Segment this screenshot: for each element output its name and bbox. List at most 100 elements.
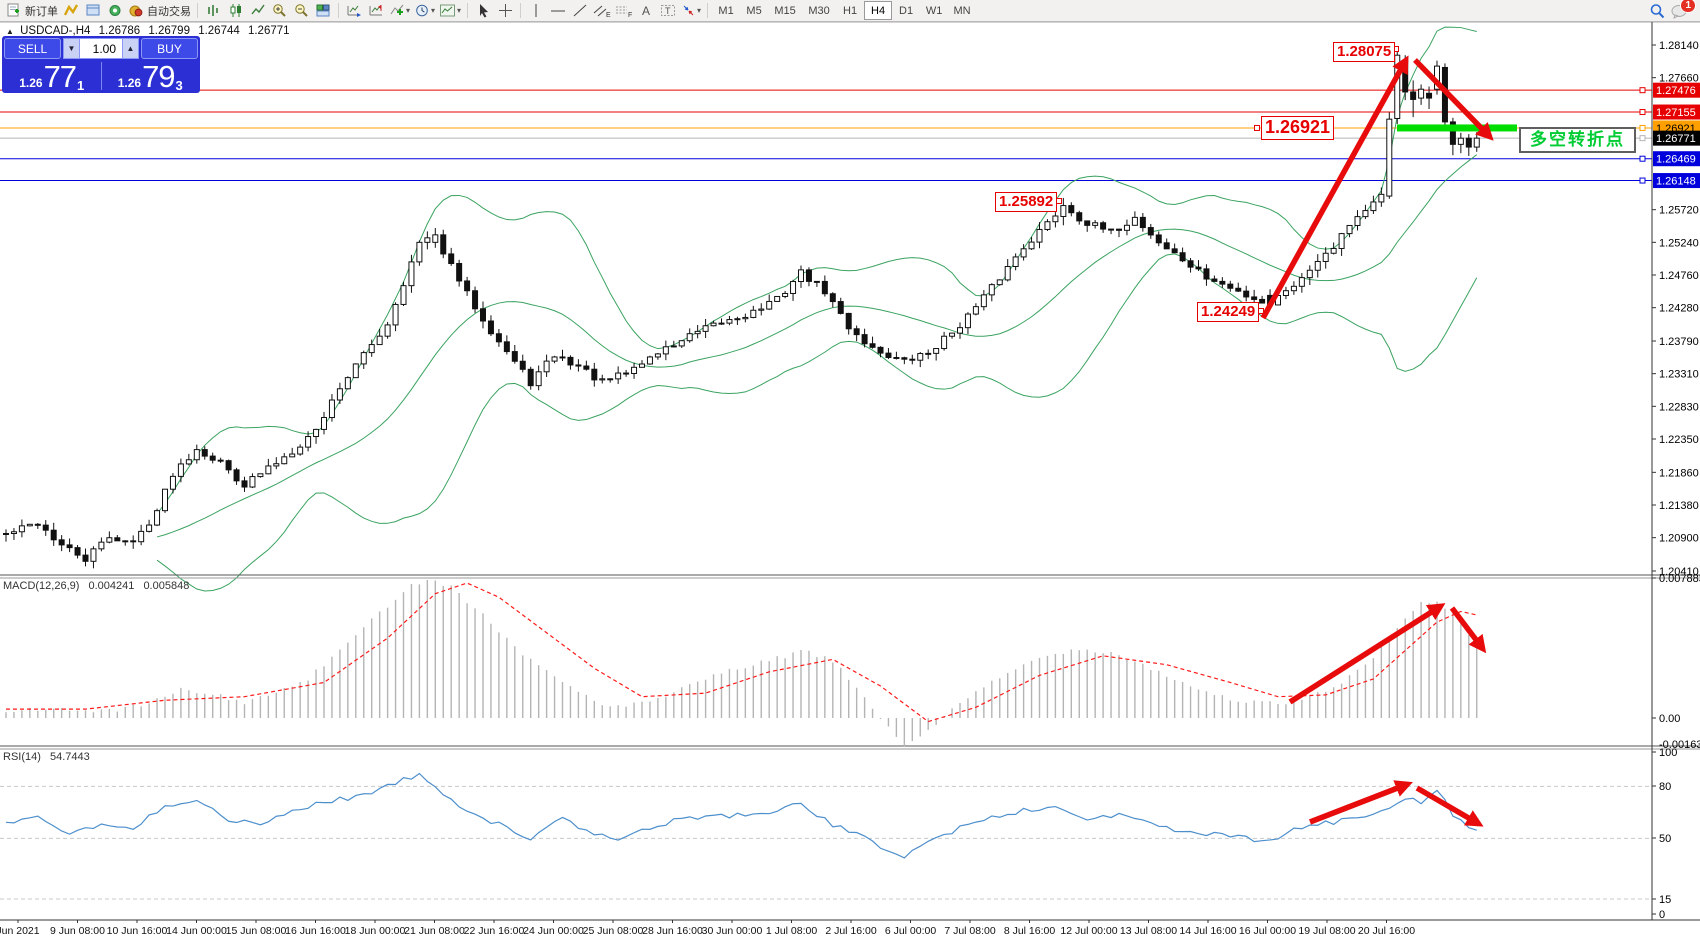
search-button[interactable] bbox=[1646, 2, 1668, 20]
templates-dropdown-caret[interactable]: ▾ bbox=[457, 6, 462, 15]
buy-button[interactable]: BUY bbox=[141, 38, 198, 59]
ohlc-open: 1.26786 bbox=[98, 25, 141, 37]
zoom-out-button[interactable] bbox=[290, 2, 312, 20]
autotrading-button[interactable]: 自动交易 bbox=[126, 2, 193, 20]
equidistant-channel-tool[interactable]: E bbox=[591, 2, 613, 20]
sell-price[interactable]: 1.26 77 1 bbox=[4, 60, 100, 92]
svg-text:80: 80 bbox=[1659, 781, 1671, 793]
macd-main-value: 0.004241 bbox=[88, 580, 135, 592]
trendline-icon bbox=[573, 4, 587, 17]
macd-signal-line bbox=[6, 582, 1477, 723]
svg-text:19 Jul 08:00: 19 Jul 08:00 bbox=[1298, 925, 1355, 937]
crosshair-icon bbox=[498, 4, 512, 17]
pane-separators bbox=[0, 21, 1700, 921]
periods-button[interactable]: ▾ bbox=[412, 2, 437, 20]
chart-shift-button[interactable] bbox=[365, 2, 387, 20]
horizontal-line-icon bbox=[551, 10, 566, 12]
text-label-icon: T bbox=[661, 5, 676, 16]
timeframe-m1[interactable]: M1 bbox=[718, 4, 734, 17]
volume-increase-button[interactable]: ▲ bbox=[122, 38, 139, 59]
svg-text:T: T bbox=[665, 6, 671, 16]
svg-text:1.22350: 1.22350 bbox=[1659, 434, 1699, 446]
peak-price-callout[interactable]: 1.28075 bbox=[1333, 42, 1396, 62]
vertical-line-tool[interactable] bbox=[525, 2, 547, 20]
rsi-value: 54.7443 bbox=[49, 751, 90, 763]
timeframe-w1[interactable]: W1 bbox=[925, 4, 943, 17]
swing-low-callout[interactable]: 1.24249 bbox=[1197, 302, 1260, 322]
signals-icon bbox=[109, 5, 121, 16]
svg-text:14 Jun 00:00: 14 Jun 00:00 bbox=[166, 925, 227, 937]
svg-text:A: A bbox=[642, 4, 650, 18]
text-label-tool[interactable]: T bbox=[657, 2, 679, 20]
level-price-callout[interactable]: 1.26921 bbox=[1261, 116, 1335, 140]
sell-button[interactable]: SELL bbox=[4, 38, 61, 59]
indicators-button[interactable]: ▾ bbox=[387, 2, 412, 20]
tile-windows-button[interactable] bbox=[312, 2, 334, 20]
volume-decrease-button[interactable]: ▼ bbox=[63, 38, 80, 59]
notifications-button[interactable]: 1 bbox=[1668, 0, 1696, 20]
svg-text:100: 100 bbox=[1659, 747, 1677, 759]
svg-text:1.25720: 1.25720 bbox=[1659, 205, 1699, 217]
line-chart-mode-button[interactable] bbox=[246, 2, 268, 20]
signals-button[interactable] bbox=[104, 2, 126, 20]
horizontal-line-tool[interactable] bbox=[547, 2, 569, 20]
templates-icon bbox=[440, 4, 456, 17]
data-window-button[interactable] bbox=[82, 2, 104, 20]
market-watch-button[interactable] bbox=[60, 2, 82, 20]
text-tool[interactable]: A bbox=[635, 2, 657, 20]
timeframe-mn[interactable]: MN bbox=[953, 4, 971, 17]
timeframe-m15[interactable]: M15 bbox=[774, 4, 796, 17]
svg-text:1.24280: 1.24280 bbox=[1659, 303, 1699, 315]
new-order-icon bbox=[7, 3, 19, 17]
symbol-collapse-icon[interactable]: ▲ bbox=[6, 27, 14, 36]
svg-text:2 Jul 16:00: 2 Jul 16:00 bbox=[825, 925, 877, 937]
macd-signal-value: 0.005848 bbox=[143, 580, 190, 592]
svg-text:1.20900: 1.20900 bbox=[1659, 533, 1699, 545]
svg-text:1 Jul 08:00: 1 Jul 08:00 bbox=[766, 925, 818, 937]
svg-text:30 Jun 00:00: 30 Jun 00:00 bbox=[702, 925, 763, 937]
svg-text:1.21380: 1.21380 bbox=[1659, 500, 1699, 512]
timeframe-h1[interactable]: H1 bbox=[843, 4, 858, 17]
timeframe-m30[interactable]: M30 bbox=[808, 4, 830, 17]
candle-chart-mode-button[interactable] bbox=[224, 2, 246, 20]
templates-button[interactable]: ▾ bbox=[437, 2, 463, 20]
candlestick-chart-icon bbox=[230, 4, 241, 17]
auto-scroll-button[interactable] bbox=[343, 2, 365, 20]
bar-chart-mode-button[interactable] bbox=[202, 2, 224, 20]
buy-price[interactable]: 1.26 79 3 bbox=[103, 60, 199, 92]
timeframe-m5[interactable]: M5 bbox=[746, 4, 762, 17]
green-level-bar bbox=[1397, 124, 1517, 132]
periods-dropdown-caret[interactable]: ▾ bbox=[431, 6, 436, 15]
zoom-out-icon bbox=[295, 4, 308, 17]
svg-text:1.27476: 1.27476 bbox=[1656, 85, 1696, 97]
volume-input[interactable]: 1.00 bbox=[80, 38, 122, 59]
cursor-tool-button[interactable] bbox=[472, 2, 494, 20]
autotrading-icon bbox=[129, 5, 143, 17]
arrows-tool[interactable]: ▾ bbox=[679, 2, 703, 20]
new-order-button[interactable]: 新订单 bbox=[4, 2, 60, 20]
indicators-dropdown-caret[interactable]: ▾ bbox=[406, 6, 411, 15]
crosshair-tool-button[interactable] bbox=[494, 2, 516, 20]
price-divider bbox=[100, 62, 102, 90]
swing-high-callout[interactable]: 1.25892 bbox=[995, 192, 1058, 212]
trend-arrow-macd_up bbox=[1288, 603, 1446, 705]
line-chart-icon bbox=[250, 4, 265, 15]
tile-windows-icon bbox=[316, 4, 330, 17]
main-toolbar: 新订单 自动交易 ▾ ▾ bbox=[0, 0, 1700, 22]
timeframe-d1[interactable]: D1 bbox=[899, 4, 914, 17]
zoom-in-button[interactable] bbox=[268, 2, 290, 20]
arrows-dropdown-caret[interactable]: ▾ bbox=[697, 6, 702, 15]
price-axis: 1.28140 1.27660 1.25720 1.25240 1.24760 1.242… bbox=[1652, 40, 1700, 578]
trend-arrow-price_down bbox=[1413, 58, 1494, 141]
turning-point-label[interactable]: 多空转折点 bbox=[1519, 127, 1636, 153]
toolbar-separator bbox=[707, 3, 709, 18]
trendline-tool[interactable] bbox=[569, 2, 591, 20]
market-watch-icon bbox=[63, 4, 79, 16]
fibonacci-tool[interactable]: F bbox=[613, 2, 635, 20]
svg-text:9 Jun 08:00: 9 Jun 08:00 bbox=[50, 925, 105, 937]
timeframe-h4[interactable]: H4 bbox=[864, 1, 893, 20]
clock-icon bbox=[416, 4, 428, 17]
svg-text:Jun 2021: Jun 2021 bbox=[0, 925, 40, 937]
toolbar-separator bbox=[467, 3, 469, 18]
